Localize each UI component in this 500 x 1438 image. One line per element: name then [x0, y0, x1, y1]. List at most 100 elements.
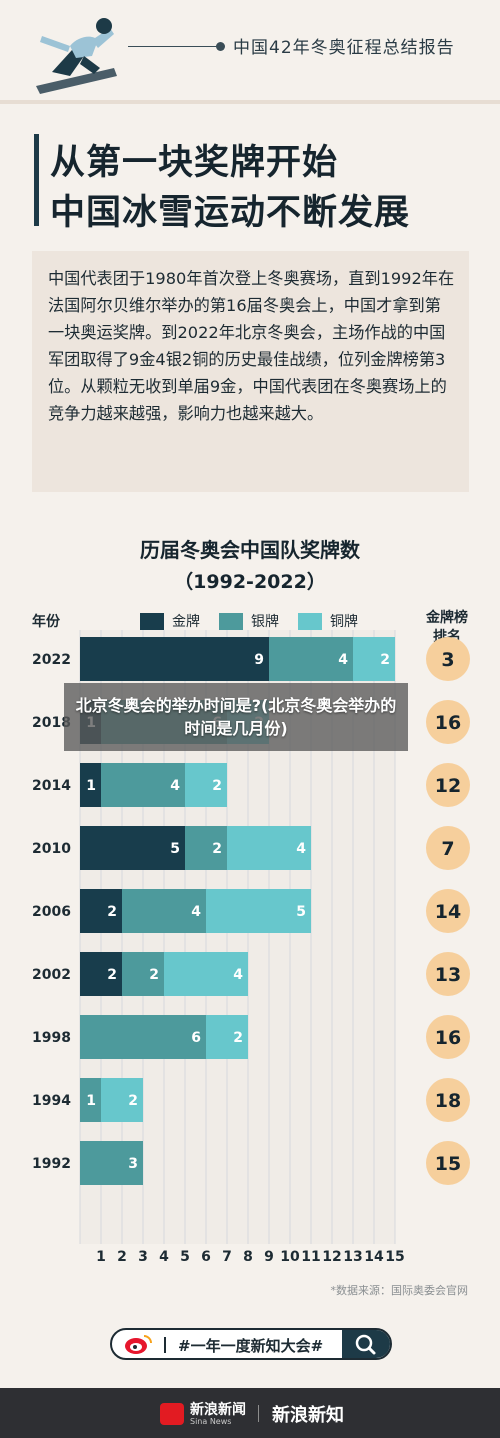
bar-value-label: 4: [170, 778, 180, 794]
bar-value-label: 2: [212, 778, 222, 794]
rank-value: 16: [435, 712, 461, 734]
bar-value-label: 2: [380, 652, 390, 668]
bar-value-label: 1: [86, 778, 96, 794]
x-tick-label: 7: [222, 1249, 232, 1265]
header-line: [128, 46, 220, 47]
search-icon: [355, 1334, 376, 1355]
x-tick-label: 9: [264, 1249, 274, 1265]
rank-badge: [426, 889, 470, 933]
bar-value-label: 2: [149, 967, 159, 983]
rank-value: 15: [435, 1153, 461, 1175]
y-tick-label: 2010: [32, 841, 71, 857]
rank-badge: [426, 1141, 470, 1185]
x-tick-label: 10: [280, 1249, 300, 1265]
bar-segment: [164, 952, 248, 996]
topic-tag-bar[interactable]: #一年一度新知大会#: [110, 1328, 392, 1360]
rank-value: 12: [435, 775, 461, 797]
bar-segment: [101, 1078, 143, 1122]
bar-value-label: 3: [128, 1156, 138, 1172]
header-divider: [0, 100, 500, 104]
bar-segment: [122, 889, 206, 933]
y-tick-label: 2014: [32, 778, 71, 794]
axis-label-year: 年份: [32, 614, 60, 630]
bar-segment: [185, 763, 227, 807]
bar-segment: [101, 763, 185, 807]
caption-overlay: 北京冬奥会的举办时间是?(北京冬奥会举办的时间是几月份): [64, 683, 408, 751]
tag-separator: [164, 1337, 166, 1353]
x-tick-label: 11: [301, 1249, 320, 1265]
legend-silver-swatch: [219, 612, 243, 630]
title-accent: [34, 134, 39, 226]
sina-eye-icon: [160, 1403, 184, 1425]
legend-silver-label: 银牌: [251, 614, 279, 630]
rank-badge: [426, 952, 470, 996]
bar-value-label: 2: [233, 1030, 243, 1046]
y-tick-label: 1992: [32, 1156, 71, 1172]
y-tick-label: 1994: [32, 1093, 71, 1109]
topic-tag-text: #一年一度新知大会#: [178, 1337, 324, 1355]
headline-line2: 中国冰雪运动不断发展: [50, 193, 411, 233]
x-tick-label: 3: [138, 1249, 148, 1265]
legend-bronze: 铜牌: [298, 611, 358, 631]
bar-segment: [80, 1015, 206, 1059]
bar-segment: [80, 826, 185, 870]
legend-gold-swatch: [140, 612, 164, 630]
weibo-icon: [125, 1335, 152, 1354]
bar-segment: [185, 826, 227, 870]
report-header: 中国42年冬奥征程总结报告: [0, 0, 500, 100]
rank-badge: [426, 1015, 470, 1059]
bar-segment: [206, 1015, 248, 1059]
x-tick-label: 8: [243, 1249, 253, 1265]
rank-badge: [426, 826, 470, 870]
rank-badge: [426, 637, 470, 681]
x-tick-label: 4: [159, 1249, 169, 1265]
rank-value: 14: [435, 901, 461, 923]
y-tick-label: 2022: [32, 652, 71, 668]
legend-gold: 金牌: [140, 611, 200, 631]
headline-line1: 从第一块奖牌开始: [50, 143, 339, 183]
x-tick-label: 1: [96, 1249, 106, 1265]
footer-logo-cn: 新浪新闻: [190, 1402, 246, 1418]
rank-badge: [426, 700, 470, 744]
bar-value-label: 2: [212, 841, 222, 857]
bar-segment: [80, 1141, 143, 1185]
footer-brand: 新浪新知: [272, 1405, 344, 1426]
data-source: *数据来源：国际奥委会官网: [330, 1284, 469, 1297]
y-tick-label: 2018: [32, 715, 71, 731]
intro-box: 中国代表团于1980年首次登上冬奥赛场，直到1992年在法国阿尔贝维尔举办的第1…: [32, 251, 469, 492]
rank-value: 7: [441, 838, 454, 860]
bar-segment: [353, 637, 395, 681]
x-tick-label: 14: [364, 1249, 384, 1265]
rank-value: 16: [435, 1027, 461, 1049]
x-tick-label: 6: [201, 1249, 211, 1265]
bar-value-label: 5: [170, 841, 180, 857]
rank-value: 13: [435, 964, 461, 986]
y-tick-label: 1998: [32, 1030, 71, 1046]
header-dot: [216, 42, 225, 51]
footer-logo-en: Sina News: [190, 1417, 232, 1426]
snowboarder-icon: [36, 18, 117, 94]
bar-value-label: 2: [107, 904, 117, 920]
bar-segment: [227, 826, 311, 870]
legend-gold-label: 金牌: [172, 614, 200, 630]
bar-segment: [80, 1078, 101, 1122]
bar-segment: [206, 889, 311, 933]
x-tick-label: 12: [322, 1249, 341, 1265]
bar-segment: [122, 952, 164, 996]
bar-value-label: 4: [191, 904, 201, 920]
search-button[interactable]: [342, 1330, 390, 1358]
bar-value-label: 4: [338, 652, 348, 668]
bar-value-label: 5: [296, 904, 306, 920]
x-tick-label: 2: [117, 1249, 127, 1265]
bar-value-label: 6: [191, 1030, 201, 1046]
bar-segment: [80, 637, 269, 681]
bar-segment: [80, 952, 122, 996]
bar-value-label: 4: [233, 967, 243, 983]
bar-value-label: 2: [107, 967, 117, 983]
bar-segment: [269, 637, 353, 681]
rank-badge: [426, 1078, 470, 1122]
bar-value-label: 1: [86, 1093, 96, 1109]
bar-value-label: 4: [296, 841, 306, 857]
chart-title: 历届冬奥会中国队奖牌数: [140, 538, 360, 562]
legend-bronze-swatch: [298, 612, 322, 630]
